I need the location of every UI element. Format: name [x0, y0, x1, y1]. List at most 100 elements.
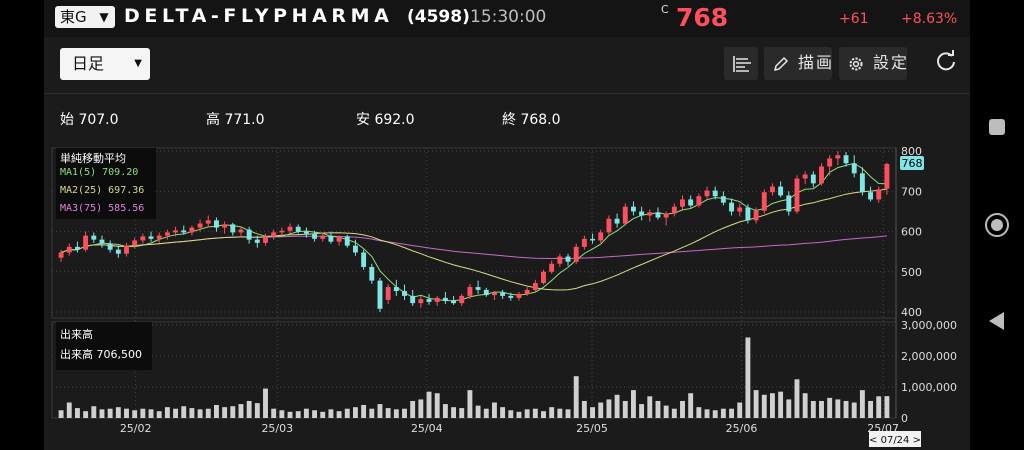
volume-bar	[483, 408, 489, 418]
refresh-icon[interactable]	[934, 49, 958, 73]
candle-body	[320, 235, 326, 239]
volume-bar	[630, 390, 636, 418]
pencil-icon	[773, 56, 789, 72]
candle-body	[164, 232, 170, 236]
volume-bar	[573, 376, 579, 418]
candle-body	[483, 289, 489, 296]
volume-bar	[680, 400, 685, 418]
volume-bar	[671, 408, 677, 418]
volume-bar	[254, 403, 260, 418]
volume-bar	[737, 402, 743, 418]
chevron-down-icon: ▼	[99, 10, 109, 24]
candle-body	[385, 287, 391, 300]
draw-button[interactable]: 描画	[764, 47, 832, 80]
volume-bar	[352, 407, 358, 418]
volume-bar	[303, 408, 309, 418]
volume-bar	[467, 390, 473, 418]
volume-bar	[369, 408, 375, 418]
cursor-date[interactable]: < 07/24 >	[869, 431, 921, 447]
volume-bar	[500, 407, 506, 418]
candle-body	[491, 292, 497, 296]
candle-body	[328, 235, 334, 242]
volume-bar	[115, 407, 121, 418]
volume-bar	[263, 388, 268, 418]
candle-body	[344, 236, 350, 246]
indicator-list-button[interactable]	[724, 47, 758, 80]
volume-bar	[769, 393, 775, 418]
volume-bar	[459, 408, 465, 418]
volume-bar	[230, 406, 236, 418]
candle-body	[197, 223, 203, 228]
candle-body	[786, 195, 792, 212]
candle-body	[222, 224, 228, 228]
volume-tick-label: 0	[901, 412, 908, 425]
settings-button[interactable]: 設定	[839, 47, 907, 80]
volume-bar	[426, 391, 432, 418]
candle-body	[393, 287, 399, 292]
candle-body	[156, 235, 162, 239]
candle-body	[622, 206, 628, 224]
volume-bar	[312, 410, 318, 418]
volume-bar	[336, 411, 342, 418]
volume-bar	[688, 393, 694, 418]
volume-tick-label: 3,000,000	[901, 319, 957, 332]
volume-bar	[418, 399, 424, 418]
candle-body	[565, 256, 571, 262]
candle-body	[810, 174, 816, 184]
volume-bar	[140, 408, 146, 418]
period-select[interactable]: 日足 ▼	[60, 48, 150, 80]
volume-bar	[66, 402, 72, 418]
candle-body	[868, 192, 874, 200]
candle-body	[549, 263, 555, 272]
candle-body	[508, 295, 514, 298]
candle-body	[230, 224, 236, 233]
back-icon[interactable]	[989, 312, 1004, 330]
candle-body	[639, 211, 645, 216]
android-nav-bar	[970, 0, 1024, 450]
candle-body	[336, 236, 342, 242]
month-label: 25/06	[726, 422, 758, 435]
candlestick-chart[interactable]: 400 500 600 700 800 1,000,000 2,000,000 3,000,0…	[44, 0, 970, 450]
volume-bar	[74, 408, 80, 418]
volume-bar	[124, 408, 129, 418]
chart-app: 東G ▼ DELTA-FLYPHARMA (4598) 15:30:00 C 7…	[44, 0, 970, 450]
volume-bar	[868, 400, 874, 418]
exchange-selector[interactable]: 東G ▼	[55, 6, 115, 28]
price-tick-label: 600	[901, 226, 922, 239]
volume-panel	[51, 321, 897, 419]
volume-bar	[753, 390, 759, 418]
candle-body	[83, 235, 89, 250]
month-label: 25/04	[411, 422, 443, 435]
candle-body	[516, 293, 522, 298]
ma1-legend: MA1(5) 709.20	[60, 167, 139, 178]
price-tick-label: 700	[901, 185, 922, 198]
ma-legend: 単純移動平均 MA1(5) 709.20 MA2(25) 697.36 MA3(…	[56, 148, 156, 219]
candle-body	[459, 295, 465, 304]
candle-body	[655, 212, 661, 218]
bars-icon	[733, 56, 751, 72]
volume-bar	[843, 400, 849, 418]
volume-bar	[655, 400, 661, 418]
candle-body	[827, 158, 833, 167]
period-label: 日足	[72, 54, 105, 73]
volume-bar	[712, 410, 718, 418]
candle-body	[442, 297, 448, 301]
candle-body	[729, 202, 735, 212]
volume-bar	[91, 406, 97, 418]
candle-body	[835, 155, 841, 159]
cursor-date-bg	[869, 431, 921, 447]
home-icon[interactable]	[985, 213, 1009, 237]
candle-body	[377, 280, 383, 309]
candle-body	[132, 240, 138, 246]
open-value: 始 707.0	[60, 112, 119, 128]
volume-bar	[524, 409, 530, 418]
candle-body	[352, 245, 358, 253]
volume-bar	[197, 409, 203, 418]
candle-body	[737, 207, 743, 212]
draw-label: 描画	[798, 53, 832, 72]
volume-bar	[156, 411, 162, 418]
recent-apps-icon[interactable]	[989, 119, 1005, 135]
ma-legend-title: 単純移動平均	[60, 152, 126, 165]
last-price-tag-text: 768	[902, 157, 923, 170]
candle-body	[74, 246, 80, 250]
